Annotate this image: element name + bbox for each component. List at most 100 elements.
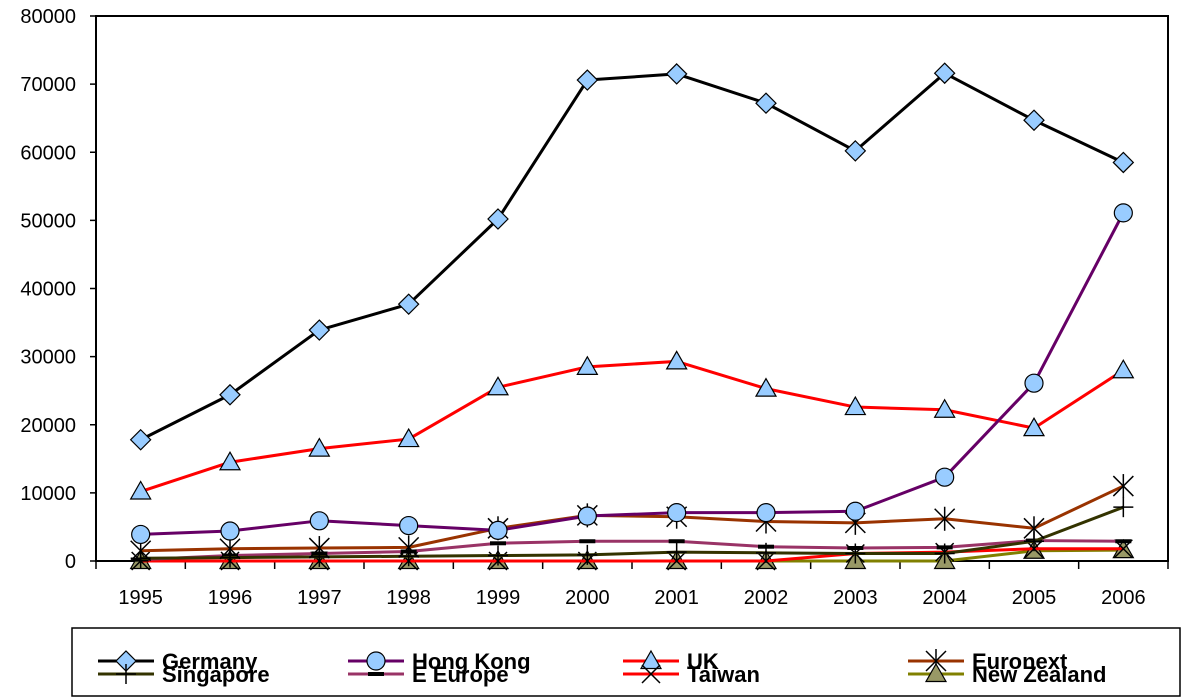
x-tick-label: 2003 xyxy=(833,587,878,609)
y-tick-label: 10000 xyxy=(20,483,76,505)
data-point-germany xyxy=(933,62,956,85)
series-euronext xyxy=(130,474,1134,563)
series-hong-kong xyxy=(131,203,1133,545)
data-point-singapore xyxy=(577,544,598,565)
data-point-hong-kong xyxy=(667,503,687,523)
legend-marker xyxy=(116,664,136,684)
data-point-hong-kong xyxy=(309,511,329,531)
legend-marker xyxy=(924,662,948,683)
data-point-germany xyxy=(1023,109,1045,132)
data-point-uk xyxy=(933,398,956,418)
data-point-uk xyxy=(129,480,152,500)
data-point-germany xyxy=(397,293,420,316)
y-tick-label: 30000 xyxy=(20,347,76,369)
data-point-germany xyxy=(308,319,331,341)
data-point-singapore xyxy=(756,542,776,563)
x-tick-label: 1995 xyxy=(118,587,163,609)
data-point-singapore xyxy=(845,543,866,564)
legend-item-germany: Germany xyxy=(98,649,258,674)
series-layer xyxy=(129,62,1135,571)
y-tick-label: 40000 xyxy=(20,279,76,301)
legend-marker xyxy=(366,651,386,671)
data-point-hong-kong xyxy=(577,506,597,526)
series-germany xyxy=(129,62,1135,451)
data-point-germany xyxy=(129,428,152,451)
y-tick-label: 80000 xyxy=(20,6,76,28)
legend: Germany Hong Kong UK Euronext Singapore E Eur… xyxy=(71,627,1181,697)
series-line-uk xyxy=(140,359,1125,493)
data-point-singapore xyxy=(488,545,508,566)
legend-label: Taiwan xyxy=(687,662,760,687)
data-point-euronext xyxy=(308,536,330,561)
data-point-uk xyxy=(754,377,778,397)
legend-label: Singapore xyxy=(162,662,270,687)
x-tick-label: 1999 xyxy=(476,587,521,609)
legend-item-uk: UK xyxy=(623,649,719,674)
data-point-germany xyxy=(487,208,509,230)
y-tick-label: 70000 xyxy=(20,74,76,96)
series-line-hong-kong xyxy=(140,212,1125,536)
data-point-hong-kong xyxy=(1024,373,1044,393)
data-point-uk xyxy=(844,395,867,416)
data-point-uk xyxy=(1022,416,1046,437)
data-point-hong-kong xyxy=(935,467,955,487)
data-point-euronext xyxy=(219,536,241,561)
data-point-uk xyxy=(218,451,242,471)
series-line-germany xyxy=(139,71,1124,442)
legend-item-hong-kong: Hong Kong xyxy=(348,649,531,674)
data-point-germany xyxy=(1112,151,1135,174)
series-uk xyxy=(129,350,1135,500)
x-tick-label: 2006 xyxy=(1101,587,1146,609)
data-point-hong-kong xyxy=(756,503,776,523)
data-point-uk xyxy=(1112,359,1135,379)
legend-label: Germany xyxy=(162,649,258,674)
y-tick-label: 50000 xyxy=(20,210,76,232)
data-point-hong-kong xyxy=(1113,203,1133,223)
data-point-uk xyxy=(486,376,510,396)
data-point-singapore xyxy=(666,542,687,563)
data-point-hong-kong xyxy=(131,524,151,545)
x-tick-label: 2004 xyxy=(922,587,967,609)
legend-label: E Europe xyxy=(412,662,509,687)
legend-label: Hong Kong xyxy=(412,649,531,674)
x-axis: 1995 1996 1997 1998 1999 2000 2001 2002 2003 2004… xyxy=(95,561,1169,609)
data-point-uk xyxy=(308,437,331,457)
data-point-uk xyxy=(397,427,420,448)
data-point-germany xyxy=(665,63,688,85)
data-point-uk xyxy=(576,355,599,375)
data-point-hong-kong xyxy=(845,501,865,521)
legend-label: Euronext xyxy=(972,649,1068,674)
data-point-singapore xyxy=(1113,497,1134,518)
data-point-germany xyxy=(576,69,599,91)
y-tick-label: 20000 xyxy=(20,415,76,437)
data-point-germany xyxy=(219,383,241,406)
x-tick-label: 2000 xyxy=(565,587,610,609)
data-point-euronext xyxy=(398,535,420,560)
data-point-euronext xyxy=(934,506,956,531)
x-tick-label: 1997 xyxy=(297,587,342,609)
legend-marker xyxy=(641,664,661,684)
series-line-e-europe xyxy=(140,539,1124,562)
x-tick-label: 1996 xyxy=(208,587,253,609)
legend-item-singapore: Singapore xyxy=(98,662,270,687)
data-point-germany xyxy=(755,92,777,115)
y-tick-label: 0 xyxy=(65,551,76,573)
data-point-germany xyxy=(844,140,867,162)
data-point-hong-kong xyxy=(488,520,508,540)
data-point-euronext xyxy=(1023,516,1045,541)
legend-item-new-zealand: New Zealand xyxy=(908,662,1106,687)
x-tick-label: 2005 xyxy=(1012,587,1057,609)
legend-item-taiwan: Taiwan xyxy=(623,662,760,687)
legend-label: New Zealand xyxy=(972,662,1106,687)
x-tick-label: 2001 xyxy=(654,587,699,609)
data-point-hong-kong xyxy=(220,521,240,541)
legend-label: UK xyxy=(687,649,719,674)
data-point-singapore xyxy=(934,543,955,564)
data-point-uk xyxy=(665,350,688,370)
y-axis: 0 10000 20000 30000 40000 50000 60000 70000 8000… xyxy=(20,6,96,573)
plot-area xyxy=(95,15,1169,562)
series-line-singapore xyxy=(140,505,1124,560)
legend-marker xyxy=(639,649,663,670)
x-tick-label: 2002 xyxy=(744,587,789,609)
